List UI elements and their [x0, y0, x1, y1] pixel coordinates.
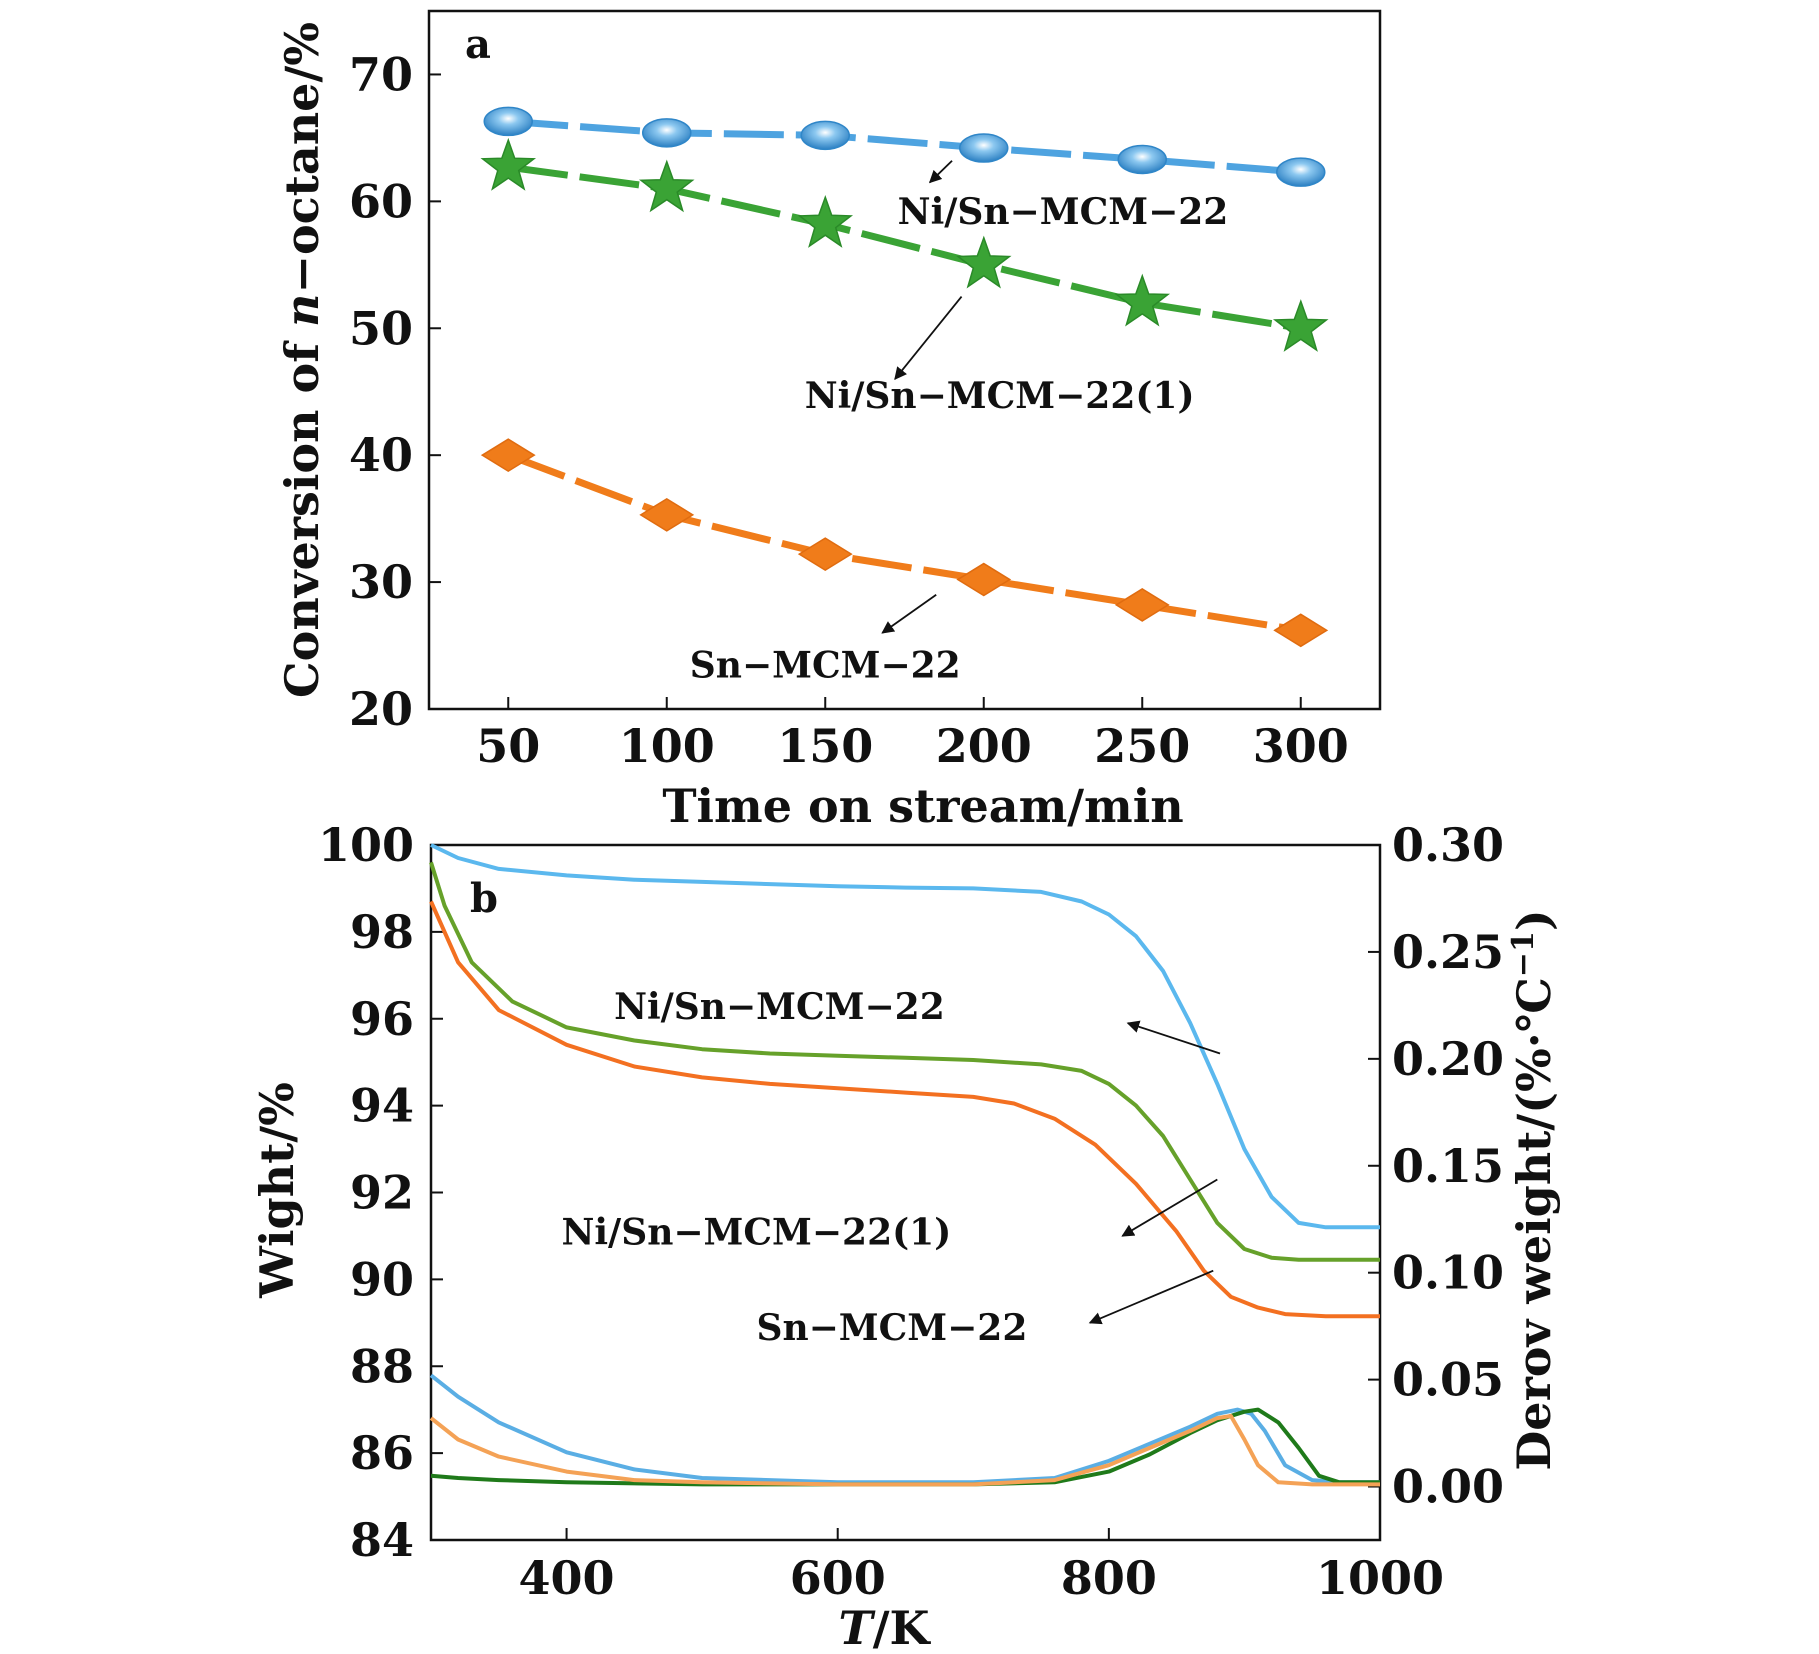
panel-a-x-axis-title: Time on stream/min: [662, 779, 1183, 833]
panel-b-x-axis-title: T/K: [838, 1601, 931, 1654]
panel-a-x-tick-label: 300: [1253, 719, 1349, 773]
panel-a-x-tick-label: 200: [936, 719, 1032, 773]
panel-b-left-y-tick-label: 86: [350, 1426, 414, 1480]
panel-b-left-y-tick-label: 96: [350, 992, 414, 1046]
panel-b-label: b: [470, 875, 498, 922]
panel-b-chart: 400 600 800 1000 84 86 88 90 92 94 96 98 100 0.00 0.05…: [250, 818, 1561, 1654]
panel-a-ticks: 50 100 150 200 250 300 20 30 40 50 60 70: [349, 47, 1349, 773]
panel-b-left-y-tick-label: 88: [350, 1339, 414, 1393]
panel-a-circle-marker: [800, 120, 850, 151]
panel-a-annotation-label: Sn−MCM−22: [690, 644, 961, 686]
panel-a-x-tick-label: 250: [1094, 719, 1190, 773]
panel-b-right-y-tick-label: 0.05: [1392, 1353, 1504, 1407]
panel-b-weight-curve: [430, 843, 1380, 1230]
panel-a-star-marker: [1272, 299, 1329, 352]
panel-b-annotations: Ni/Sn−MCM−22 Ni/Sn−MCM−22(1) Sn−MCM−22: [561, 986, 1221, 1349]
panel-b-annotation-arrow: [1126, 1020, 1221, 1055]
panel-a-circle-marker: [642, 118, 692, 148]
panel-a-diamond-marker: [1114, 588, 1170, 622]
panel-b-ticks: 400 600 800 1000 84 86 88 90 92 94 96 98 100 0.00 0.05…: [318, 818, 1504, 1605]
panel-b-left-y-tick-label: 84: [350, 1513, 414, 1567]
panel-a-lines: [507, 117, 1302, 634]
panel-b-right-y-axis-title: Derov weight/(%·℃−1): [1506, 909, 1562, 1470]
panel-a-y-tick-label: 30: [349, 555, 413, 609]
panel-b-derivative-curve: [430, 1407, 1380, 1487]
panel-a-diamond-marker: [480, 438, 536, 473]
panel-b-x-tick-label: 800: [1061, 1551, 1157, 1605]
panel-b-left-y-tick-label: 94: [350, 1079, 414, 1133]
panel-a-y-tick-label: 60: [349, 174, 413, 228]
panel-a-series-line: [507, 163, 1302, 332]
panel-b-annotation-arrow: [1088, 1269, 1214, 1325]
panel-a-star-marker: [797, 194, 854, 248]
panel-a-annotation-label: Ni/Sn−MCM−22: [898, 191, 1229, 233]
panel-b-annotation-label: Sn−MCM−22: [756, 1307, 1027, 1349]
panel-a-diamond-marker: [1273, 613, 1329, 648]
panel-b-lines: [429, 843, 1380, 1487]
panel-b-annotation-label: Ni/Sn−MCM−22: [614, 986, 945, 1028]
panel-a-annotation-label: Ni/Sn−MCM−22(1): [805, 375, 1195, 417]
panel-a-diamond-marker: [956, 562, 1012, 597]
panel-a-annotations: Ni/Sn−MCM−22 Ni/Sn−MCM−22(1) Sn−MCM−22: [690, 160, 1229, 686]
panel-b-derivative-curve: [429, 1414, 1380, 1487]
panel-b-left-y-axis-title: Wight/%: [250, 1082, 304, 1299]
panel-a-circle-marker: [1117, 144, 1167, 175]
panel-a-circle-marker: [959, 133, 1009, 163]
panel-a-star-marker: [955, 235, 1012, 289]
panel-b-left-y-tick-label: 100: [318, 818, 414, 872]
panel-b-left-y-tick-label: 90: [350, 1252, 414, 1306]
panel-a-circle-marker: [1276, 157, 1326, 187]
panel-b-right-y-tick-label: 0.10: [1392, 1246, 1504, 1300]
panel-a-label: a: [465, 21, 491, 68]
panel-a-annotation-arrow: [881, 594, 937, 634]
panel-a-x-tick-label: 100: [619, 719, 715, 773]
panel-a-markers: [480, 106, 1329, 648]
panel-b-derivative-curve: [429, 1373, 1380, 1485]
panel-b-weight-curve: [429, 861, 1380, 1262]
panel-b-right-y-tick-label: 0.30: [1392, 818, 1504, 872]
panel-b-right-y-tick-label: 0.20: [1392, 1032, 1504, 1086]
panel-b-left-y-tick-label: 92: [350, 1166, 414, 1220]
panel-a-annotation-arrow: [928, 160, 953, 184]
panel-b-weight-curve: [429, 900, 1380, 1319]
panel-a-star-marker: [638, 159, 695, 213]
panel-a-y-tick-label: 50: [349, 301, 413, 355]
panel-b-x-tick-label: 1000: [1316, 1551, 1444, 1605]
panel-b-left-y-tick-label: 98: [350, 905, 414, 959]
panel-a-x-tick-label: 150: [777, 719, 873, 773]
panel-b-x-tick-label: 400: [519, 1551, 615, 1605]
panel-a-circle-marker: [483, 106, 533, 137]
panel-a-star-marker: [480, 137, 537, 191]
panel-b-frame: [429, 843, 1382, 1542]
panel-a-x-tick-label: 50: [476, 719, 540, 773]
panel-b-annotation-arrow: [1121, 1178, 1218, 1237]
panel-b-annotation-label: Ni/Sn−MCM−22(1): [561, 1212, 951, 1254]
panel-a-annotation-arrow: [894, 295, 963, 381]
panel-a-diamond-marker: [639, 497, 695, 532]
panel-a-y-tick-label: 70: [349, 47, 413, 101]
panel-a-series-line: [507, 451, 1302, 634]
panel-a-diamond-marker: [797, 537, 853, 572]
panel-b-x-tick-label: 600: [790, 1551, 886, 1605]
panel-a-chart: 50 100 150 200 250 300 20 30 40 50 60 70 Ni/Sn−MCM−…: [275, 9, 1382, 833]
panel-a-series-line: [507, 117, 1302, 176]
panel-a-frame: [427, 9, 1382, 711]
panel-b-right-y-tick-label: 0.25: [1392, 925, 1504, 979]
panel-b-right-y-tick-label: 0.00: [1392, 1460, 1504, 1514]
panel-b-right-y-tick-label: 0.15: [1392, 1139, 1504, 1193]
panel-a-y-tick-label: 20: [349, 682, 413, 736]
panel-a-star-marker: [1114, 273, 1171, 327]
panel-a-y-tick-label: 40: [349, 428, 413, 482]
panel-a-y-axis-title: Conversion of n−octane/%: [275, 22, 329, 698]
